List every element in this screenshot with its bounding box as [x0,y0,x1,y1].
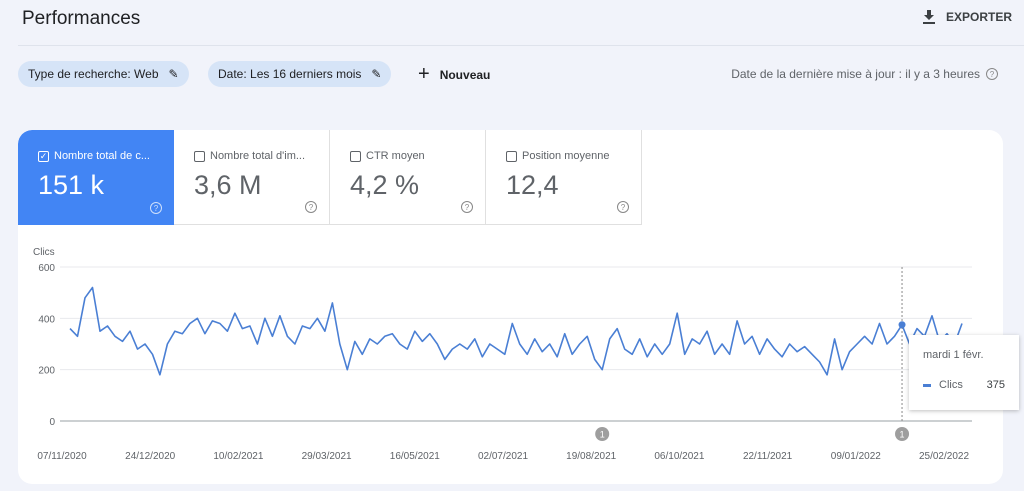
metric-position[interactable]: Position moyenne 12,4 ? [486,130,642,225]
export-button[interactable]: EXPORTER [922,10,1012,24]
chart-tooltip: mardi 1 févr. Clics 375 [909,335,1019,410]
edit-pencil-icon: ✎ [168,67,179,81]
metric-label: Position moyenne [522,150,610,162]
date-label: Date: Les 16 derniers mois [218,67,362,81]
metric-value: 4,2 % [350,170,420,200]
tooltip-value: 375 [986,379,1005,391]
help-icon[interactable]: ? [986,68,998,80]
help-icon[interactable]: ? [305,201,317,213]
tooltip-date: mardi 1 févr. [923,349,984,361]
metric-impressions[interactable]: Nombre total d'im... 3,6 M ? [174,130,330,225]
help-icon[interactable]: ? [461,201,473,213]
search-type-label: Type de recherche: Web [28,67,159,81]
help-icon[interactable]: ? [150,202,162,214]
metric-label: Nombre total d'im... [210,150,306,162]
last-update: Date de la dernière mise à jour : il y a… [731,67,998,81]
help-icon[interactable]: ? [617,201,629,213]
plus-icon: + [418,63,430,85]
new-label: Nouveau [439,67,491,82]
last-update-text: Date de la dernière mise à jour : il y a… [731,67,980,81]
new-filter-button[interactable]: + Nouveau [418,63,490,86]
metric-label: CTR moyen [366,150,425,162]
metric-ctr[interactable]: CTR moyen 4,2 % ? [330,130,486,225]
metric-label: Nombre total de c... [54,150,150,162]
metric-clicks[interactable]: ✓ Nombre total de c... 151 k ? [18,130,174,225]
divider [18,45,1024,46]
search-type-filter-chip[interactable]: Type de recherche: Web ✎ [18,61,189,87]
tooltip-series: Clics [939,379,963,391]
page-title: Performances [22,8,141,29]
metric-value: 151 k [38,170,105,200]
series-swatch [923,383,931,387]
checkbox-icon[interactable] [350,150,361,162]
performance-card: ✓ Nombre total de c... 151 k ? Nombre tot… [18,130,1003,484]
metric-value: 3,6 M [194,170,262,200]
checkbox-icon[interactable] [506,150,517,162]
metric-value: 12,4 [506,170,559,200]
checkbox-checked-icon[interactable]: ✓ [38,150,49,162]
date-filter-chip[interactable]: Date: Les 16 derniers mois ✎ [208,61,392,87]
edit-pencil-icon: ✎ [371,67,382,81]
download-icon [922,10,935,24]
export-label: EXPORTER [945,10,1012,24]
checkbox-icon[interactable] [194,150,205,162]
